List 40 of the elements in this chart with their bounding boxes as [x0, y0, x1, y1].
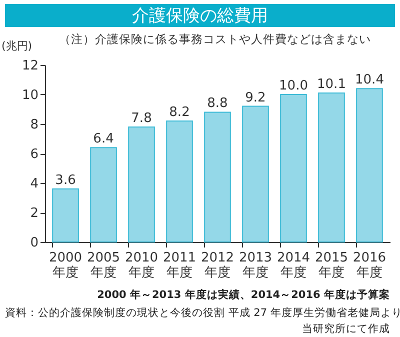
data-label: 10.4 — [355, 72, 384, 88]
bar — [204, 112, 231, 242]
x-tick-label: 2012 年度 — [200, 250, 234, 280]
text: 資料：公的介護保険制度の現状と今後の役割 平成 27 年度厚生労働省老健局より — [5, 306, 400, 319]
data-label: 8.2 — [169, 105, 190, 120]
data-label: 6.4 — [93, 132, 114, 147]
bar — [242, 106, 269, 242]
y-tick-label: 10 — [22, 88, 38, 103]
y-tick-label: 2 — [30, 206, 38, 221]
y-tick-label: 6 — [30, 147, 38, 162]
data-label: 9.2 — [245, 90, 266, 106]
text: 当研究所にて作成 — [302, 322, 390, 335]
x-tick-label: 2010 年度 — [124, 250, 158, 280]
data-label: 10.0 — [279, 78, 308, 94]
chart-subtitle: （注）介護保険に係る事務コストや人件費などは含まない — [59, 32, 371, 46]
y-tick-label: 8 — [30, 118, 38, 132]
bar — [166, 120, 193, 242]
chart-title: 介護保険の総費用 — [132, 6, 268, 26]
bar — [318, 92, 345, 242]
data-label: 8.8 — [207, 96, 228, 112]
data-label: 10.1 — [317, 77, 346, 92]
y-tick-label: 4 — [30, 176, 38, 192]
x-tick-label: 2011 年度 — [162, 250, 196, 280]
data-label: 3.6 — [55, 172, 76, 188]
x-tick-label: 2015 年度 — [314, 250, 348, 280]
bar — [52, 188, 79, 242]
text: 2000 年～2013 年度は実績、2014～2016 年度は予算案 — [97, 288, 390, 301]
x-tick-label: 2000 年度 — [48, 250, 82, 280]
bar — [356, 88, 383, 242]
bar — [90, 147, 117, 242]
y-axis-title: (兆円) — [2, 40, 32, 52]
bar — [128, 126, 155, 242]
bar — [280, 94, 307, 242]
data-label: 7.8 — [131, 110, 152, 126]
y-tick-label: 0 — [30, 236, 38, 250]
x-tick-label: 2005 年度 — [86, 250, 120, 280]
x-tick-label: 2013 年度 — [238, 250, 272, 280]
y-tick-label: 12 — [22, 58, 38, 74]
x-tick-label: 2014 年度 — [276, 250, 310, 280]
x-tick-label: 2016 年度 — [352, 250, 386, 280]
